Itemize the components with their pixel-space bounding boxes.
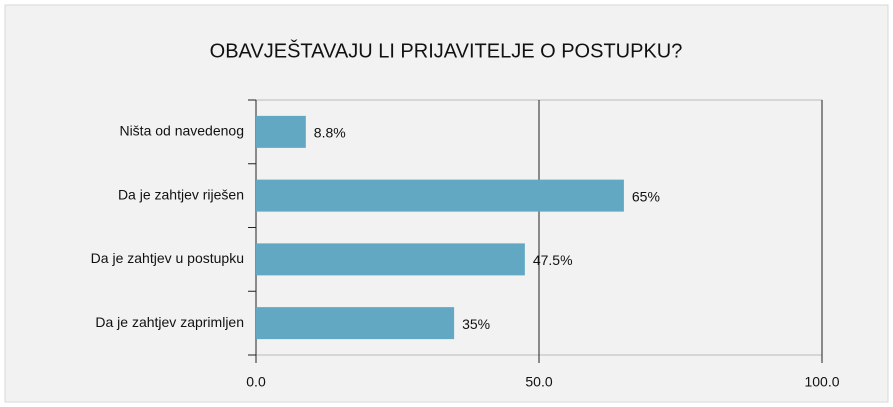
chart-title: OBAVJEŠTAVAJU LI PRIJAVITELJE O POSTUPKU… (210, 39, 683, 62)
data-label: 65% (632, 188, 660, 204)
data-label: 8.8% (314, 125, 346, 141)
y-tick-label: Da je zahtjev riješen (118, 186, 244, 202)
bar (256, 243, 525, 276)
bar (256, 115, 306, 148)
y-tick-label: Da je zahtjev u postupku (91, 250, 244, 266)
x-tick-label: 100.0 (804, 374, 839, 390)
data-label: 47.5% (533, 252, 573, 268)
x-tick-label: 0.0 (246, 374, 266, 390)
bar (256, 307, 455, 340)
y-tick-label: Ništa od navedenog (119, 123, 244, 139)
bar (256, 179, 624, 212)
y-tick-label: Da je zahtjev zaprimljen (95, 314, 244, 330)
x-tick-label: 50.0 (525, 374, 552, 390)
data-label: 35% (462, 316, 490, 332)
